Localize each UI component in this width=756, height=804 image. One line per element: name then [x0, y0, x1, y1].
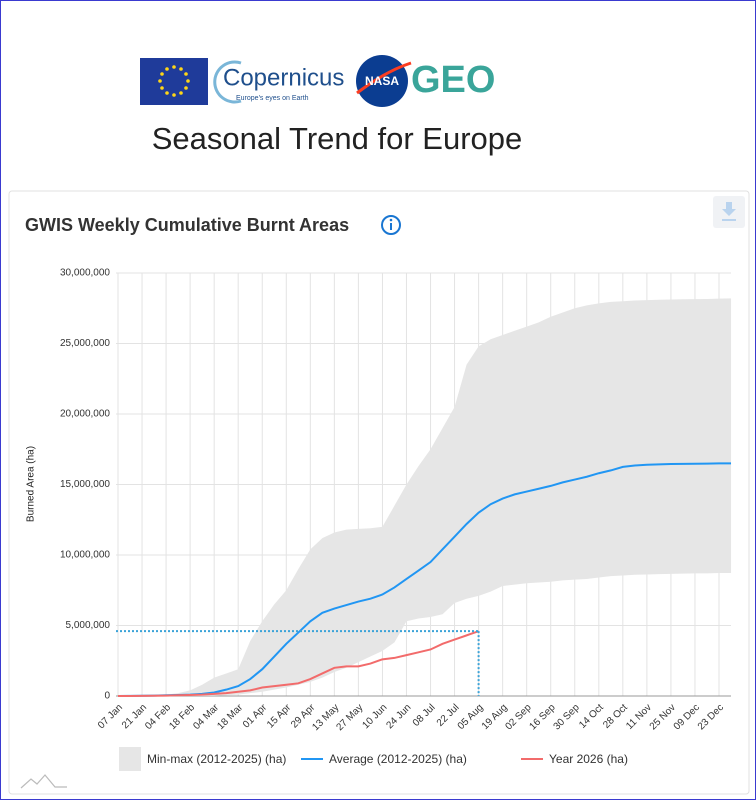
geo-logo: GEO: [411, 59, 495, 101]
chart-title: GWIS Weekly Cumulative Burnt Areas: [25, 215, 349, 235]
legend-label: Year 2026 (ha): [549, 752, 628, 766]
series-line: [117, 462, 732, 697]
legend-swatch: [119, 747, 141, 771]
range-area: [118, 298, 732, 696]
legend: Min-max (2012-2025) (ha) Average (2012-20…: [119, 747, 628, 771]
legend-label: Min-max (2012-2025) (ha): [147, 752, 286, 766]
download-button[interactable]: [713, 196, 745, 228]
copernicus-swirl: [213, 60, 242, 104]
footer-icon: [20, 774, 67, 789]
nasa-logo: NASA: [365, 74, 399, 88]
y-tick-label: 30,000,000: [60, 268, 110, 279]
page-title: Seasonal Trend for Europe: [152, 121, 523, 156]
series-line: [118, 630, 479, 697]
y-tick-label: 20,000,000: [60, 409, 110, 420]
y-axis-label: Burned Area (ha): [26, 446, 37, 522]
legend-label: Average (2012-2025) (ha): [329, 752, 467, 766]
y-tick-label: 5,000,000: [66, 620, 111, 631]
y-tick-label: 0: [104, 691, 110, 702]
y-tick-label: 10,000,000: [60, 550, 110, 561]
info-button[interactable]: [381, 215, 401, 235]
logos: Copernicus Europe's eyes on Earth NASA G…: [140, 55, 495, 107]
y-tick-label: 15,000,000: [60, 479, 110, 490]
y-tick-label: 25,000,000: [60, 338, 110, 349]
nasa-swoosh: [356, 61, 412, 95]
copernicus-logo: Copernicus: [223, 64, 344, 91]
copernicus-tagline: Europe's eyes on Earth: [236, 95, 309, 102]
eu-flag: [140, 58, 208, 105]
eu-stars: [158, 65, 190, 97]
